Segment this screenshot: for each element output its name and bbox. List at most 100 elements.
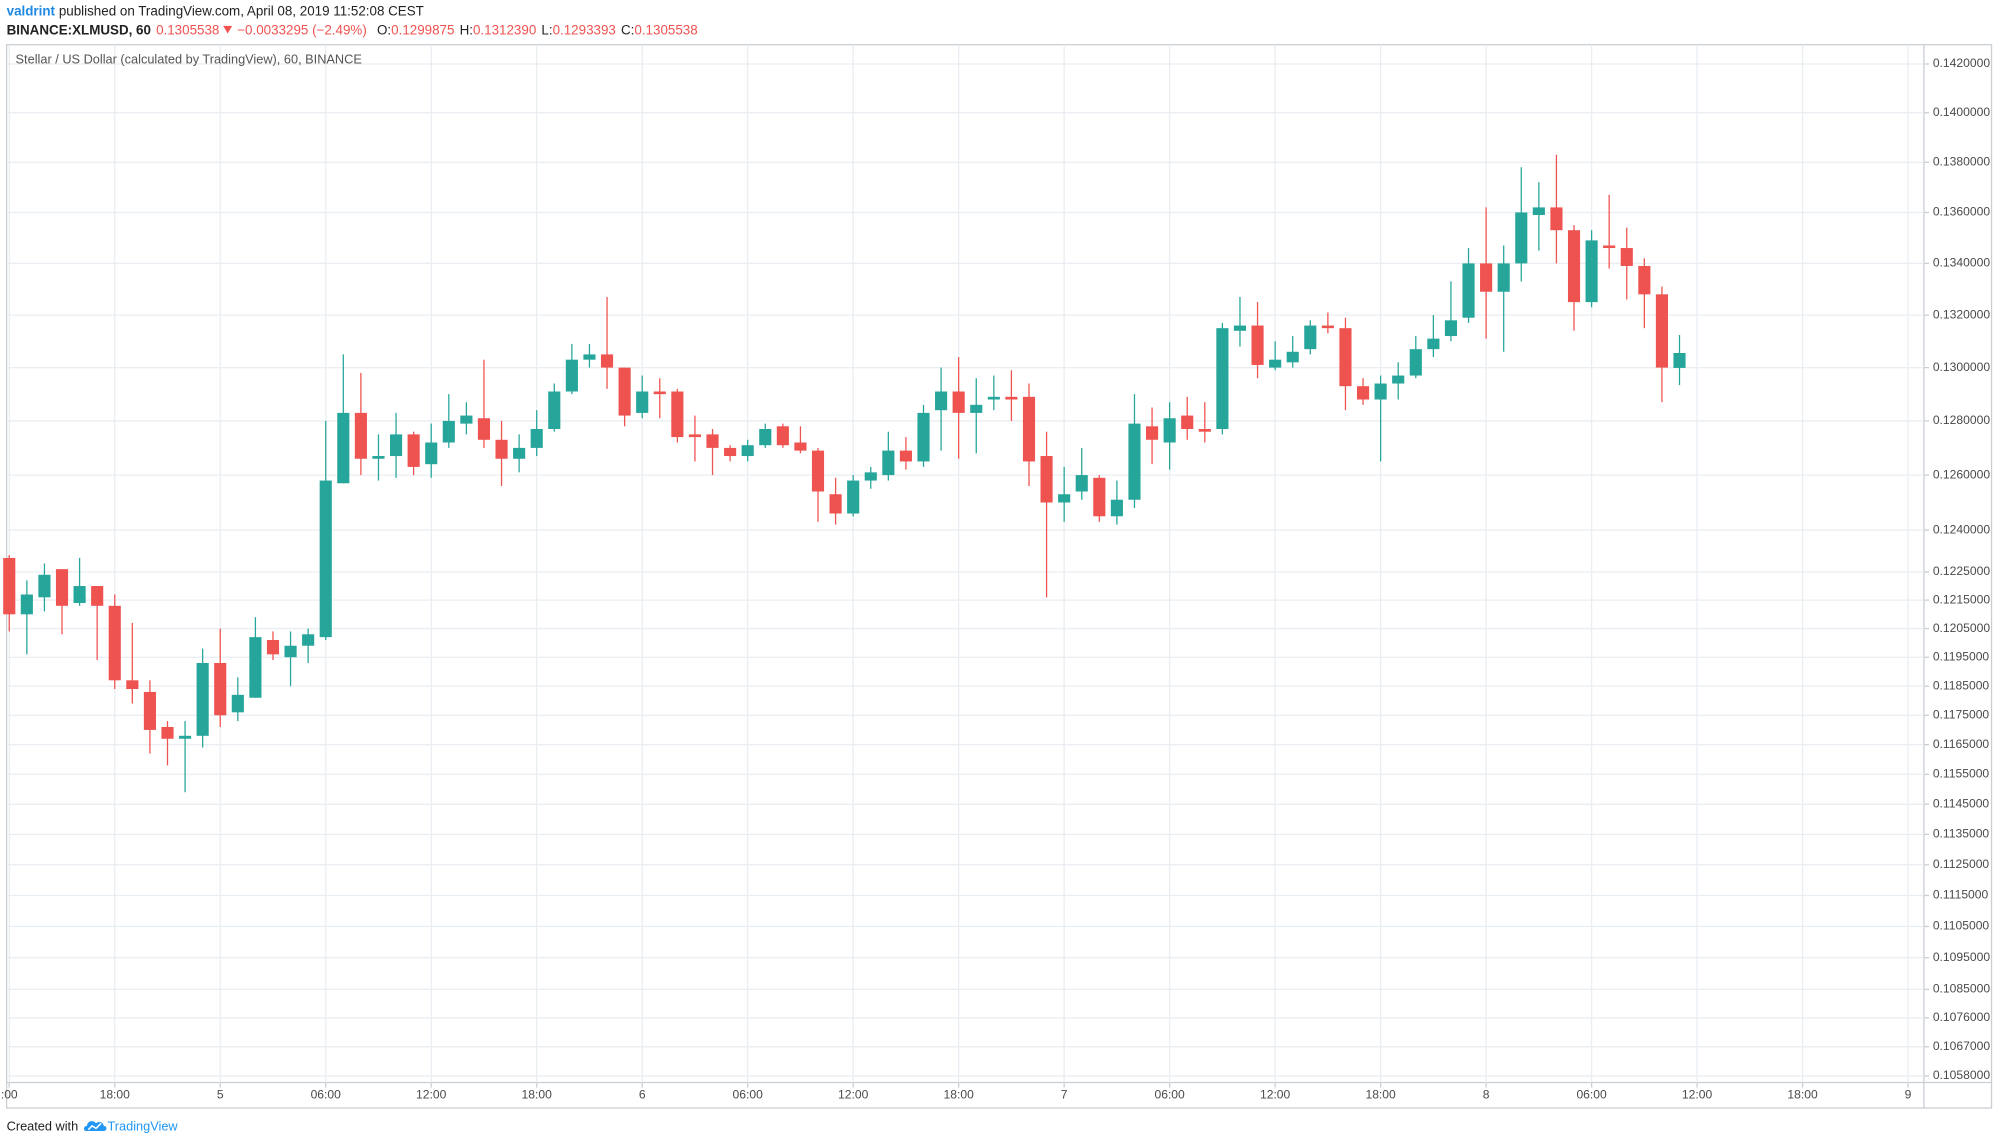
candle-body [319, 480, 332, 638]
candle-body [73, 586, 86, 603]
candle-body [91, 586, 104, 606]
y-tick-label: 0.1115000 [1933, 888, 1989, 902]
candle-body [636, 391, 649, 413]
y-tick-label: 0.1085000 [1933, 981, 1991, 995]
candle-body [1462, 263, 1475, 318]
grid [6, 44, 1924, 1083]
candle-body [917, 412, 930, 462]
candle-body [214, 662, 227, 716]
y-tick-label: 0.1095000 [1933, 950, 1991, 964]
candle-body [600, 354, 614, 368]
x-tick-label: 7 [1061, 1087, 1068, 1101]
y-tick-label: 0.1400000 [1933, 105, 1991, 119]
candle-body [1356, 386, 1370, 400]
ohlc-label: C: [621, 22, 634, 37]
candle-body [688, 434, 702, 438]
candle-body [1655, 294, 1668, 368]
candle-body [794, 442, 807, 451]
ohlc-value: 0.1299875 [391, 22, 454, 37]
candle-body [864, 472, 877, 481]
candle-body [811, 450, 825, 492]
x-tick-label: 5 [217, 1087, 224, 1101]
candle-body [1181, 415, 1194, 429]
candle-body [1515, 212, 1528, 264]
candle-body [1251, 325, 1264, 365]
y-tick-label: 0.1300000 [1933, 360, 1991, 374]
candle-body [935, 391, 948, 411]
down-arrow-icon [223, 25, 233, 34]
candle-body [1497, 263, 1510, 292]
candle-body [372, 456, 385, 459]
candle-body [759, 428, 772, 446]
candle-body [249, 637, 262, 698]
candle-body [1532, 207, 1545, 215]
candle-body [477, 418, 491, 440]
candle-body [302, 634, 315, 646]
y-tick-label: 0.1260000 [1933, 467, 1991, 481]
candles [3, 154, 1686, 793]
candle-body [1444, 320, 1458, 337]
candle-body [1145, 426, 1159, 440]
x-tick-label: 06:00 [733, 1087, 764, 1101]
y-tick-label: 0.1360000 [1933, 205, 1991, 219]
ohlc: O:0.1299875 H:0.1312390 L:0.1293393 C:0.130… [377, 22, 698, 37]
y-tick-label: 0.1125000 [1933, 857, 1990, 871]
ohlc-value: 0.1305538 [634, 22, 697, 37]
footer-text: Created with [7, 1119, 79, 1134]
x-tick-label: 18:00 [1787, 1087, 1818, 1101]
candle-body [1286, 351, 1299, 363]
author[interactable]: valdrint [7, 3, 56, 18]
candle-body [1128, 423, 1141, 500]
candle-body [1409, 349, 1422, 376]
candle-body [1304, 325, 1317, 350]
y-tick-label: 0.1205000 [1933, 621, 1991, 635]
candle-body [1567, 230, 1581, 303]
x-tick-label: 6 [639, 1087, 646, 1101]
x-tick-label: 18:00 [522, 1087, 553, 1101]
footer-brand[interactable]: TradingView [107, 1119, 178, 1134]
candle-body [495, 439, 508, 459]
y-tick-label: 0.1155000 [1933, 766, 1990, 780]
candle-body [231, 694, 244, 713]
x-tick-label: 12:00 [1260, 1087, 1291, 1101]
candle-body [618, 367, 631, 416]
y-tick-label: 0.1420000 [1933, 56, 1991, 70]
candle-body [513, 447, 526, 459]
candle-body [829, 494, 842, 514]
x-tick-label: 12:00 [838, 1087, 869, 1101]
candle-body [1058, 494, 1071, 503]
y-tick-label: 0.1076000 [1933, 1010, 1991, 1024]
candle-body [706, 434, 719, 448]
candle-body [1022, 396, 1036, 462]
ohlc-label: O: [377, 22, 391, 37]
candle-body [776, 426, 789, 446]
x-tick-label: 06:00 [1576, 1087, 1607, 1101]
candle-body [952, 391, 965, 413]
ohlc-label: H: [460, 22, 473, 37]
candle-body [389, 434, 403, 457]
ohlc-value: 0.1312390 [473, 22, 536, 37]
candle-body [407, 434, 420, 467]
y-tick-label: 0.1165000 [1933, 737, 1990, 751]
candle-body [143, 691, 156, 730]
candle-body [1550, 207, 1563, 231]
candle-body [1233, 325, 1247, 331]
x-tick-label: 9 [1905, 1087, 1912, 1101]
last-price: 0.1305538 [156, 22, 219, 37]
candle-body [1427, 338, 1440, 350]
candle-body [1269, 359, 1282, 368]
candle-body [1075, 475, 1088, 492]
tradingview-logo[interactable] [83, 1121, 107, 1131]
candle-body [987, 396, 1000, 400]
candle-body [442, 420, 455, 443]
candle-body [1216, 328, 1229, 429]
x-tick-label: 12:00 [1682, 1087, 1713, 1101]
candle-body [1374, 383, 1387, 400]
y-tick-label: 0.1135000 [1933, 827, 1990, 841]
candle-body [847, 480, 860, 514]
y-tick-label: 0.1185000 [1933, 678, 1990, 692]
candle-body [1480, 263, 1493, 292]
candle-body [1673, 352, 1686, 368]
